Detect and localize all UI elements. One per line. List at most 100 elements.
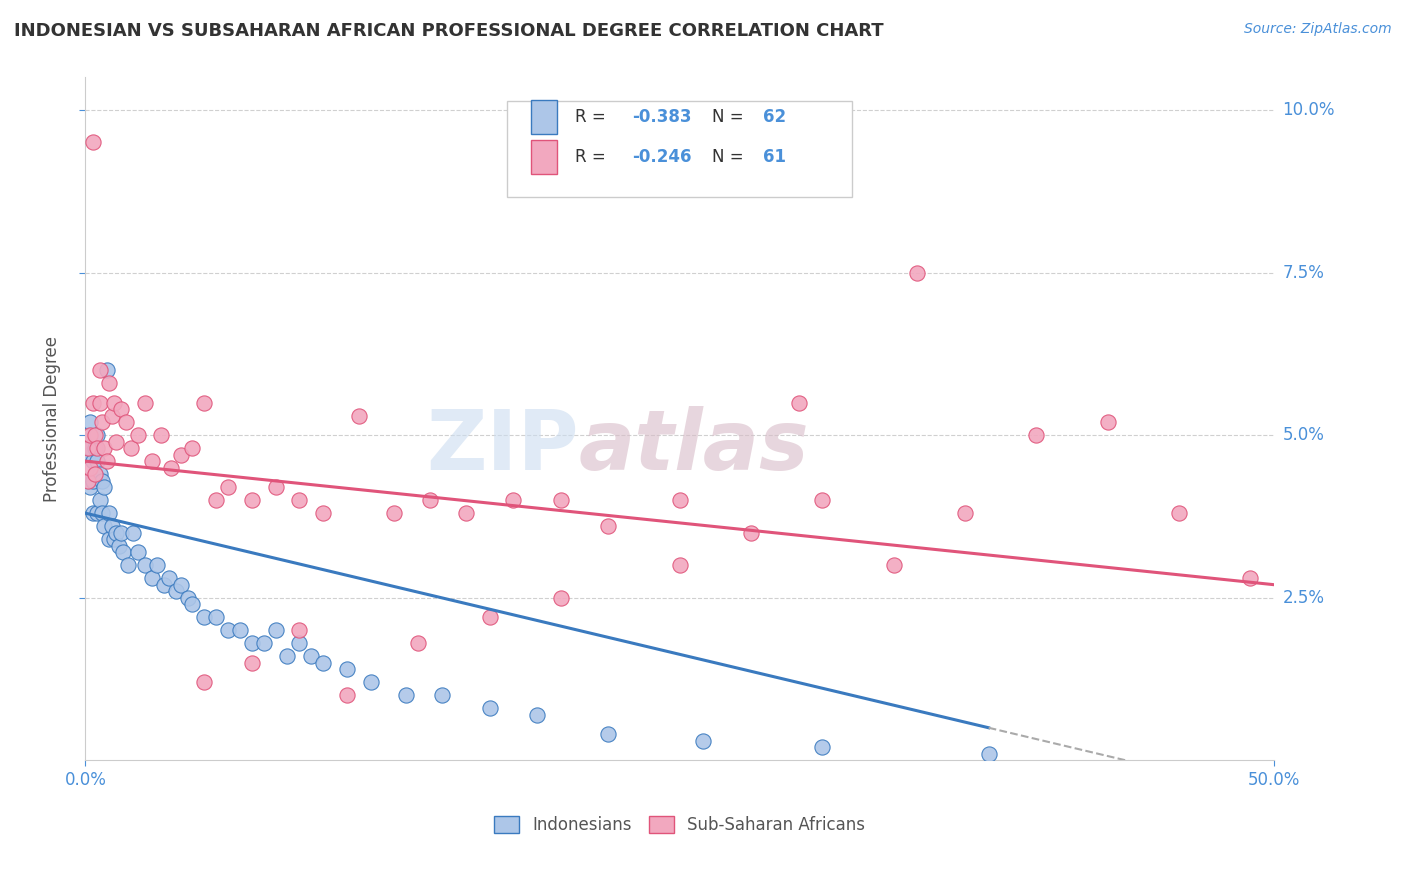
Point bbox=[347, 409, 370, 423]
Point bbox=[502, 493, 524, 508]
Point bbox=[312, 656, 335, 670]
Point bbox=[91, 415, 114, 429]
Point bbox=[217, 624, 239, 638]
Point bbox=[84, 467, 107, 482]
Point bbox=[79, 415, 101, 429]
Point bbox=[299, 649, 322, 664]
Text: Source: ZipAtlas.com: Source: ZipAtlas.com bbox=[1244, 22, 1392, 37]
Point bbox=[811, 493, 834, 508]
Point bbox=[1097, 415, 1119, 429]
Point bbox=[150, 428, 173, 442]
Point bbox=[82, 395, 104, 409]
Text: ZIP: ZIP bbox=[426, 406, 579, 487]
Point bbox=[98, 376, 121, 390]
Text: N =: N = bbox=[711, 108, 748, 126]
Point bbox=[811, 740, 834, 755]
Point bbox=[787, 395, 810, 409]
Point bbox=[79, 480, 101, 494]
Point bbox=[1167, 506, 1189, 520]
Point bbox=[153, 577, 176, 591]
Point bbox=[181, 441, 204, 455]
Point bbox=[169, 577, 191, 591]
Text: 5.0%: 5.0% bbox=[1282, 426, 1324, 444]
Point bbox=[550, 591, 572, 605]
Point bbox=[93, 441, 115, 455]
Point bbox=[169, 448, 191, 462]
Text: 7.5%: 7.5% bbox=[1282, 263, 1324, 282]
Point bbox=[103, 395, 125, 409]
Point bbox=[120, 441, 142, 455]
Point bbox=[312, 506, 335, 520]
Point bbox=[288, 636, 311, 650]
Point bbox=[134, 395, 156, 409]
Point bbox=[86, 454, 108, 468]
Point bbox=[740, 525, 762, 540]
Text: 10.0%: 10.0% bbox=[1282, 101, 1334, 119]
FancyBboxPatch shape bbox=[531, 140, 557, 174]
Point bbox=[240, 636, 263, 650]
Point bbox=[82, 454, 104, 468]
Point bbox=[692, 733, 714, 747]
Point bbox=[82, 136, 104, 150]
Point bbox=[107, 539, 129, 553]
Text: 61: 61 bbox=[763, 148, 786, 166]
Point bbox=[181, 597, 204, 611]
Point bbox=[114, 415, 136, 429]
Point bbox=[217, 480, 239, 494]
Point bbox=[264, 480, 287, 494]
Point bbox=[1025, 428, 1047, 442]
Y-axis label: Professional Degree: Professional Degree bbox=[44, 336, 60, 502]
Point bbox=[276, 649, 298, 664]
Legend: Indonesians, Sub-Saharan Africans: Indonesians, Sub-Saharan Africans bbox=[488, 810, 872, 841]
Point bbox=[360, 675, 382, 690]
Point bbox=[100, 519, 122, 533]
Point bbox=[110, 402, 132, 417]
FancyBboxPatch shape bbox=[531, 100, 557, 134]
Point bbox=[84, 428, 107, 442]
Point bbox=[79, 441, 101, 455]
Point bbox=[205, 493, 228, 508]
Point bbox=[176, 591, 198, 605]
Point bbox=[336, 688, 359, 702]
Point bbox=[157, 571, 180, 585]
Text: 2.5%: 2.5% bbox=[1282, 589, 1324, 607]
Point bbox=[229, 624, 252, 638]
Point bbox=[112, 545, 135, 559]
Point bbox=[598, 519, 620, 533]
Point bbox=[145, 558, 167, 573]
Point bbox=[76, 428, 98, 442]
Point bbox=[454, 506, 477, 520]
Point bbox=[96, 454, 118, 468]
Point bbox=[76, 474, 98, 488]
Text: -0.246: -0.246 bbox=[633, 148, 692, 166]
Point bbox=[84, 467, 107, 482]
Point bbox=[117, 558, 139, 573]
Point bbox=[205, 610, 228, 624]
Point bbox=[478, 701, 501, 715]
Point bbox=[264, 624, 287, 638]
Point bbox=[953, 506, 976, 520]
Point bbox=[1239, 571, 1261, 585]
Point bbox=[668, 558, 690, 573]
Point bbox=[93, 519, 115, 533]
Point bbox=[193, 610, 215, 624]
Point bbox=[395, 688, 418, 702]
Point bbox=[98, 532, 121, 546]
Point bbox=[79, 428, 101, 442]
Point bbox=[141, 454, 163, 468]
Point bbox=[82, 474, 104, 488]
Point bbox=[89, 467, 111, 482]
Point bbox=[193, 675, 215, 690]
Point bbox=[89, 395, 111, 409]
Point bbox=[86, 428, 108, 442]
Point bbox=[288, 493, 311, 508]
Point bbox=[86, 506, 108, 520]
Point bbox=[79, 460, 101, 475]
Point bbox=[93, 480, 115, 494]
Text: INDONESIAN VS SUBSAHARAN AFRICAN PROFESSIONAL DEGREE CORRELATION CHART: INDONESIAN VS SUBSAHARAN AFRICAN PROFESS… bbox=[14, 22, 884, 40]
Point bbox=[100, 409, 122, 423]
Point bbox=[598, 727, 620, 741]
Point bbox=[76, 474, 98, 488]
Point bbox=[89, 493, 111, 508]
Point bbox=[905, 266, 928, 280]
